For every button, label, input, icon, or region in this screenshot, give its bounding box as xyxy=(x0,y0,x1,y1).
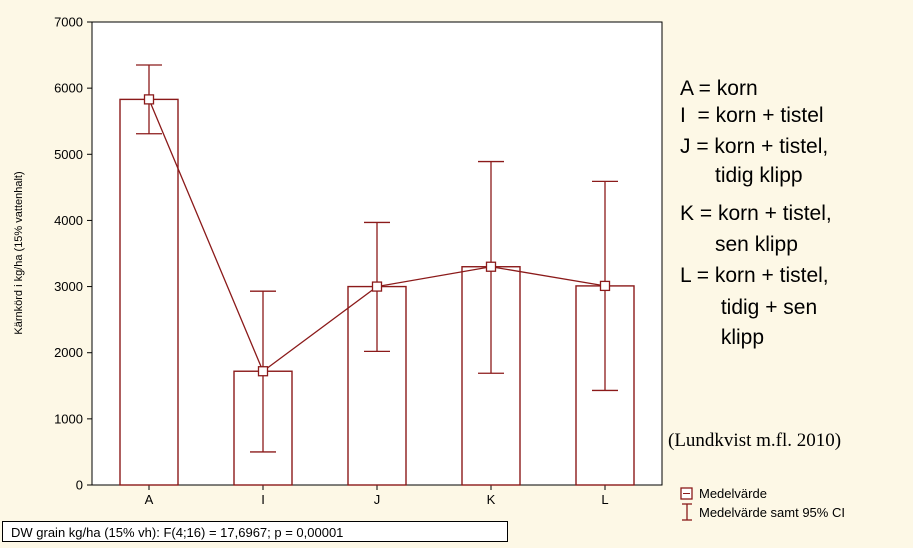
key-line-2: I = korn + tistel xyxy=(680,104,824,127)
key-line-7: L = korn + tistel, xyxy=(680,264,829,287)
mean-marker-K xyxy=(485,261,497,272)
y-tick-label-4: 4000 xyxy=(54,213,83,228)
x-tick-label-3: K xyxy=(487,492,496,507)
y-tick-label-0: 0 xyxy=(76,478,83,493)
square-marker-icon xyxy=(680,486,693,500)
y-tick-label-3: 3000 xyxy=(54,279,83,294)
y-tick-label-1: 1000 xyxy=(54,411,83,426)
mean-markers xyxy=(143,94,611,377)
y-axis: 0 1000 2000 3000 4000 5000 6000 7000 xyxy=(54,15,92,493)
mean-marker-I xyxy=(257,366,269,377)
key-line-5: K = korn + tistel, xyxy=(680,202,832,225)
x-tick-label-4: L xyxy=(601,492,608,507)
mean-marker-L xyxy=(599,280,611,292)
key-line-8: tidig + sen xyxy=(680,296,818,319)
legend-item-ci: Medelvärde samt 95% CI xyxy=(679,502,845,522)
y-tick-label-2: 2000 xyxy=(54,345,83,360)
error-bar-icon xyxy=(682,503,692,521)
statistics-box: DW grain kg/ha (15% vh): F(4;16) = 17,69… xyxy=(2,521,508,542)
key-line-4: tidig klipp xyxy=(680,164,803,187)
key-line-1: A = korn xyxy=(680,77,758,100)
legend-label-mean: Medelvärde xyxy=(699,486,767,501)
x-tick-label-1: I xyxy=(261,492,265,507)
credit: (Lundkvist m.fl. 2010) xyxy=(668,430,842,451)
key-line-6: sen klipp xyxy=(680,233,798,256)
y-axis-label: Kärnkörd i kg/ha (15% vattenhalt) xyxy=(13,171,25,334)
key-line-9: klipp xyxy=(680,326,765,349)
x-tick-label-2: J xyxy=(374,492,381,507)
legend-label-ci: Medelvärde samt 95% CI xyxy=(699,504,845,520)
mean-marker-A xyxy=(143,94,155,105)
y-tick-label-7: 7000 xyxy=(54,15,83,30)
key-line-3: J = korn + tistel, xyxy=(680,135,829,158)
y-tick-label-5: 5000 xyxy=(54,147,83,162)
mean-marker-J xyxy=(371,281,383,292)
legend-item-mean: Medelvärde xyxy=(679,486,767,501)
x-tick-label-0: A xyxy=(145,492,154,507)
y-tick-label-6: 6000 xyxy=(54,81,83,96)
